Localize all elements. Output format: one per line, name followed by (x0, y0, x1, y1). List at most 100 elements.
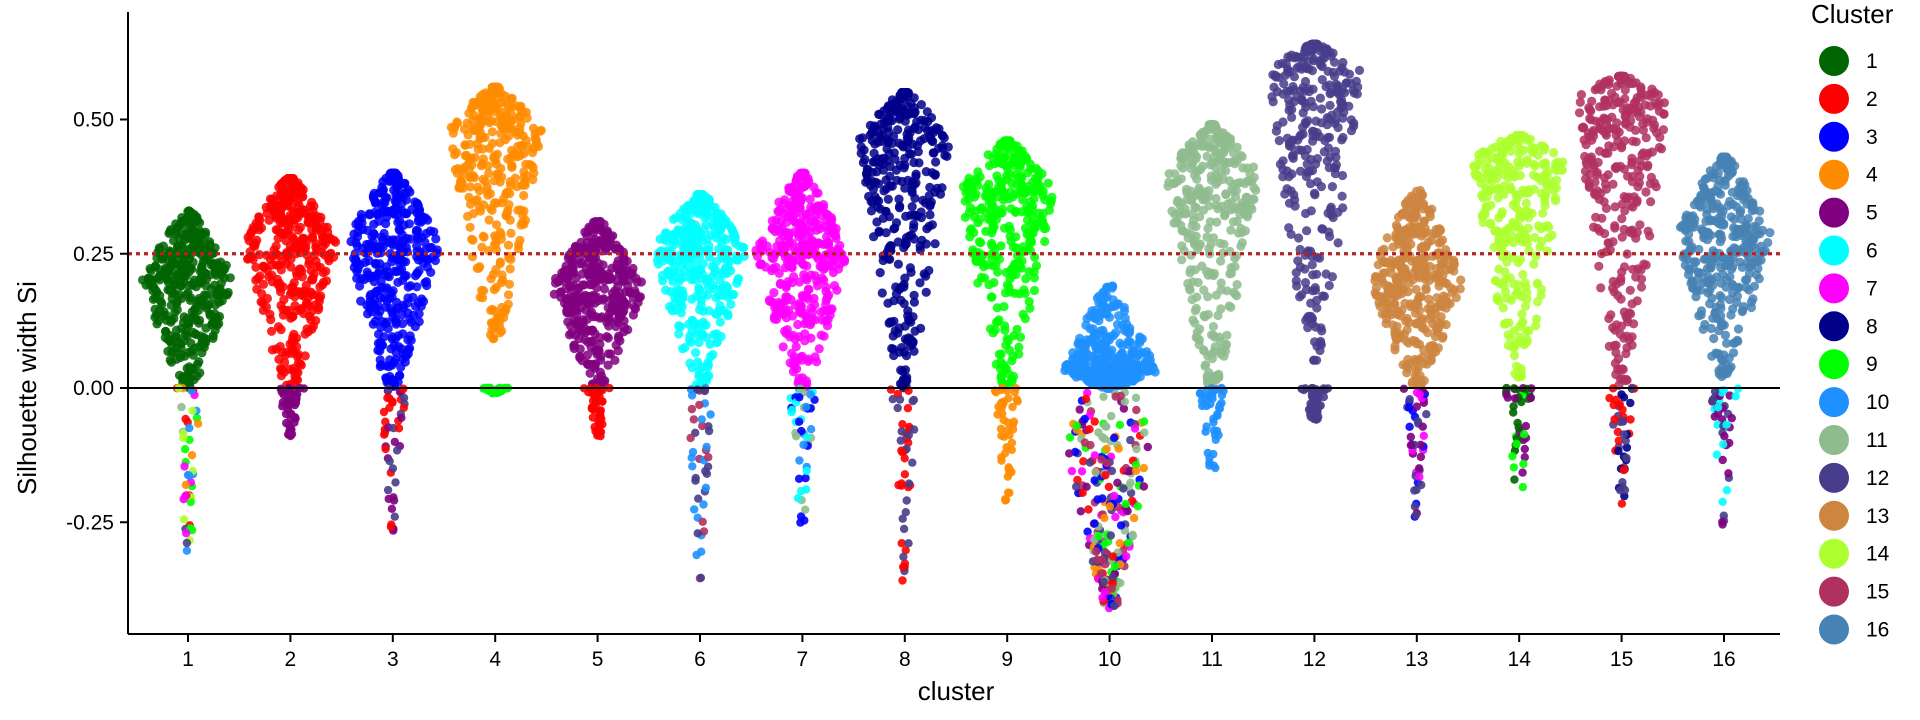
point-cluster-4 (504, 131, 514, 141)
point-cluster-1 (204, 299, 214, 310)
point-cluster-1 (214, 297, 224, 307)
point-cluster-10-negative (1097, 555, 1107, 565)
point-cluster-6 (679, 272, 689, 282)
point-cluster-7-negative (806, 390, 815, 399)
point-cluster-9 (973, 278, 983, 288)
point-cluster-1 (177, 271, 187, 281)
point-cluster-11 (1195, 131, 1206, 141)
point-cluster-11 (1224, 301, 1234, 311)
point-cluster-8-negative (900, 470, 910, 479)
point-cluster-11 (1200, 187, 1210, 197)
point-cluster-7 (809, 293, 819, 303)
point-cluster-7 (823, 249, 833, 259)
point-cluster-6 (686, 254, 697, 264)
point-cluster-4 (488, 333, 498, 344)
point-cluster-9 (1000, 321, 1010, 331)
point-cluster-5 (590, 240, 600, 250)
point-cluster-9 (988, 224, 998, 234)
point-cluster-4 (448, 128, 458, 138)
point-cluster-4 (495, 257, 505, 267)
point-cluster-5 (607, 263, 617, 273)
point-cluster-1 (208, 333, 218, 343)
point-cluster-8-negative (896, 436, 905, 445)
point-cluster-10-negative (1114, 444, 1124, 453)
point-cluster-2 (287, 287, 297, 297)
point-cluster-6 (715, 317, 725, 327)
point-cluster-8 (911, 178, 921, 188)
point-cluster-10-negative (1072, 482, 1081, 491)
point-cluster-8 (906, 317, 916, 327)
point-cluster-6-negative (694, 494, 703, 503)
point-cluster-7 (779, 309, 789, 319)
point-cluster-4 (529, 168, 539, 178)
point-cluster-4 (504, 279, 515, 289)
point-cluster-3-negative (394, 424, 404, 433)
point-cluster-5 (595, 313, 605, 323)
point-cluster-5 (619, 259, 629, 269)
point-cluster-3-negative (384, 494, 393, 504)
point-cluster-1 (180, 235, 190, 245)
point-cluster-8 (855, 134, 865, 144)
point-cluster-6-negative (695, 400, 704, 410)
point-cluster-7-negative (795, 393, 804, 402)
point-cluster-6 (703, 290, 713, 300)
point-cluster-7 (795, 203, 805, 213)
point-cluster-7-negative (794, 417, 804, 426)
point-cluster-1 (152, 253, 162, 263)
point-cluster-7-negative (802, 466, 811, 476)
point-cluster-7 (800, 168, 810, 178)
point-cluster-8 (860, 154, 870, 164)
point-cluster-9 (991, 260, 1001, 270)
point-cluster-4 (513, 244, 524, 254)
point-cluster-2 (258, 261, 268, 271)
point-cluster-1 (155, 270, 165, 280)
point-cluster-11 (1224, 176, 1235, 186)
point-cluster-4 (492, 198, 502, 208)
point-cluster-9 (1020, 288, 1030, 299)
point-cluster-11 (1188, 277, 1198, 287)
point-cluster-7 (787, 348, 797, 358)
point-cluster-4 (483, 111, 493, 121)
point-cluster-3 (421, 277, 432, 287)
point-cluster-3-negative (379, 407, 389, 417)
point-cluster-1 (221, 289, 231, 299)
point-cluster-1 (209, 318, 220, 329)
point-cluster-9 (974, 237, 985, 247)
point-cluster-3-negative (390, 512, 399, 521)
point-cluster-4 (487, 205, 497, 215)
point-cluster-7 (792, 173, 802, 183)
point-cluster-9 (1012, 324, 1022, 334)
point-cluster-8 (919, 116, 930, 126)
point-cluster-3 (374, 216, 384, 226)
point-cluster-6 (679, 204, 689, 214)
point-cluster-2 (296, 360, 306, 370)
point-cluster-7 (821, 316, 831, 326)
point-cluster-1 (177, 242, 188, 252)
point-cluster-4 (527, 148, 538, 158)
point-cluster-8 (887, 343, 897, 354)
point-cluster-6 (687, 315, 697, 325)
point-cluster-6 (712, 216, 722, 226)
point-cluster-7 (778, 302, 788, 312)
point-cluster-10 (1114, 311, 1124, 321)
point-cluster-11 (1190, 306, 1200, 316)
point-cluster-6 (726, 299, 736, 309)
point-cluster-10 (1060, 365, 1070, 376)
point-cluster-1 (152, 287, 162, 297)
point-cluster-7 (793, 319, 803, 330)
point-cluster-2 (300, 351, 310, 361)
point-cluster-2 (306, 307, 317, 317)
point-cluster-7 (819, 331, 829, 341)
point-cluster-8 (856, 142, 866, 152)
point-cluster-9 (975, 214, 985, 225)
point-cluster-2 (305, 288, 315, 298)
point-cluster-6-negative (698, 517, 707, 526)
point-cluster-7 (755, 239, 765, 249)
point-cluster-2 (243, 232, 253, 242)
point-cluster-6 (698, 317, 708, 327)
point-cluster-9 (1021, 185, 1031, 195)
point-cluster-1 (158, 311, 168, 321)
point-cluster-1-negative (184, 471, 194, 480)
point-cluster-2-negative (285, 401, 294, 410)
point-cluster-5 (599, 284, 610, 294)
